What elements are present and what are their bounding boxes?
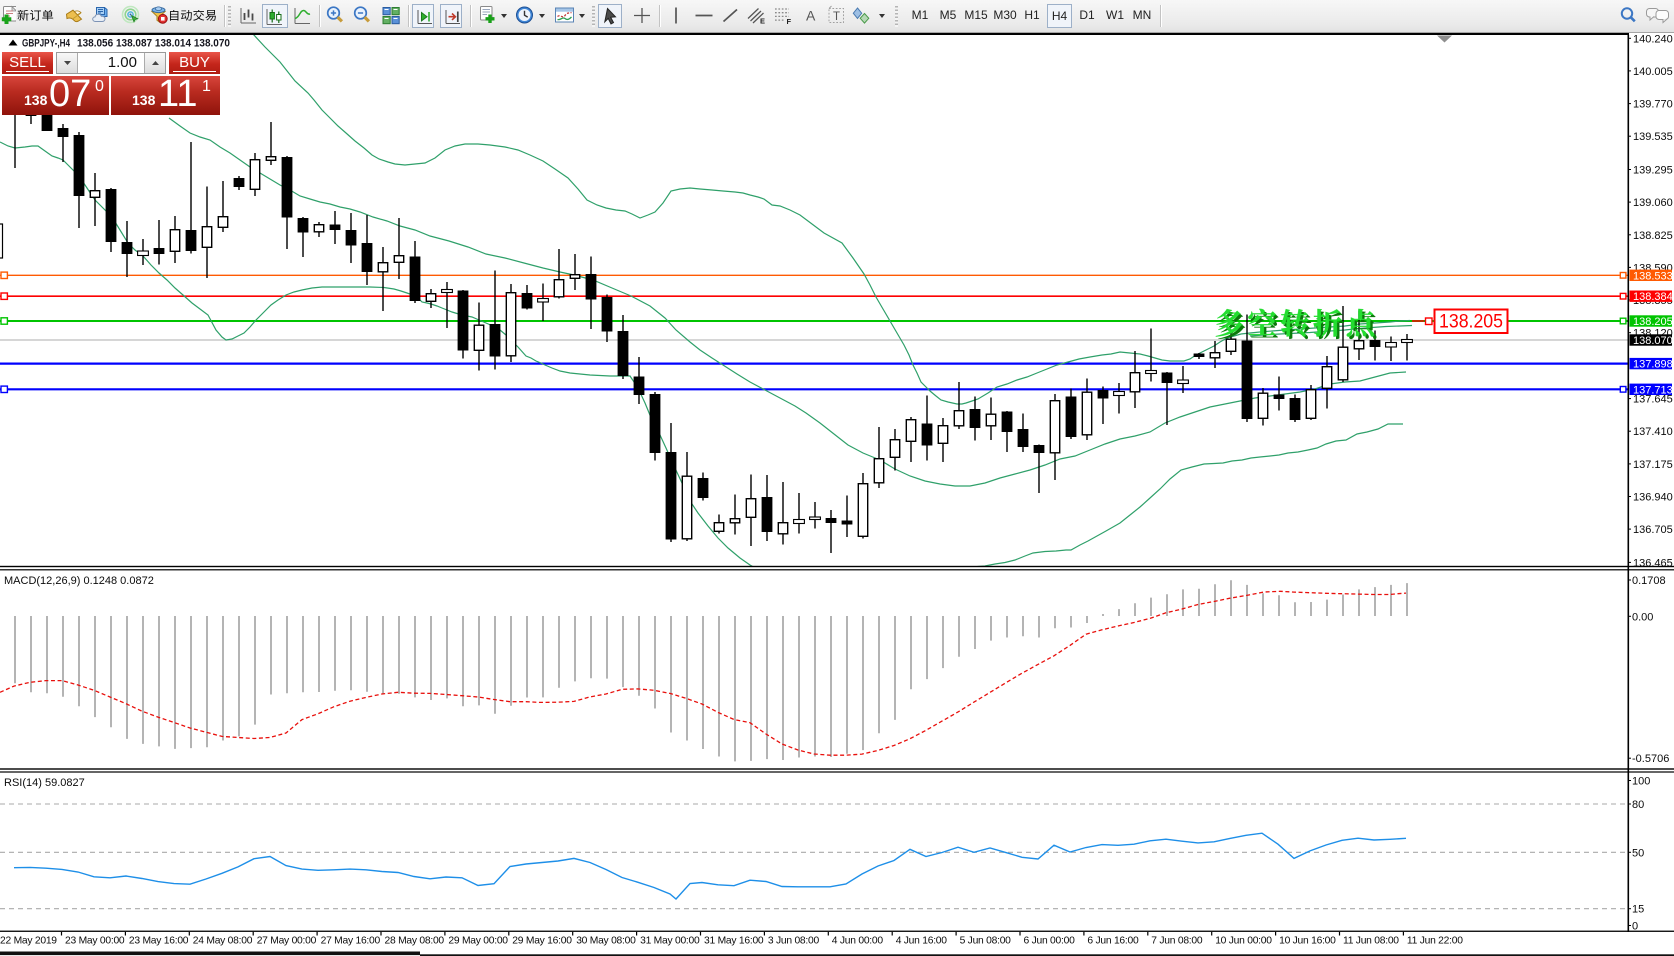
svg-text:11 Jun 08:00: 11 Jun 08:00	[1343, 936, 1399, 947]
svg-text:140.240: 140.240	[1633, 35, 1673, 45]
svg-text:MACD(12,26,9) 0.1248 0.0872: MACD(12,26,9) 0.1248 0.0872	[4, 575, 154, 587]
svg-text:A: A	[806, 8, 816, 24]
svg-text:137.713: 137.713	[1633, 384, 1673, 396]
svg-text:27 May 16:00: 27 May 16:00	[321, 936, 381, 947]
svg-text:138.205: 138.205	[1439, 311, 1503, 333]
svg-text:24 May 08:00: 24 May 08:00	[193, 936, 253, 947]
svg-text:11 Jun 22:00: 11 Jun 22:00	[1407, 936, 1463, 947]
svg-text:0.00: 0.00	[1632, 611, 1653, 623]
svg-text:E: E	[760, 17, 765, 26]
svg-text:136.465: 136.465	[1633, 557, 1673, 569]
svg-text:30 May 08:00: 30 May 08:00	[576, 936, 636, 947]
svg-text:22 May 2019: 22 May 2019	[0, 936, 57, 947]
svg-text:RSI(14) 59.0827: RSI(14) 59.0827	[4, 777, 85, 789]
svg-text:31 May 00:00: 31 May 00:00	[640, 936, 700, 947]
svg-text:138.384: 138.384	[1633, 291, 1673, 303]
svg-text:137.645: 137.645	[1633, 394, 1673, 406]
svg-text:138.825: 138.825	[1633, 230, 1673, 242]
svg-text:50: 50	[1632, 847, 1644, 859]
svg-text:140.005: 140.005	[1633, 66, 1673, 78]
svg-text:3 Jun 08:00: 3 Jun 08:00	[768, 936, 820, 947]
svg-text:-0.5706: -0.5706	[1632, 753, 1669, 765]
svg-text:137.898: 137.898	[1633, 359, 1673, 371]
svg-text:10 Jun 16:00: 10 Jun 16:00	[1279, 936, 1336, 947]
svg-text:136.705: 136.705	[1633, 524, 1673, 536]
svg-text:23 May 00:00: 23 May 00:00	[65, 936, 125, 947]
svg-text:138.056 138.087 138.014 138.07: 138.056 138.087 138.014 138.070	[77, 38, 230, 50]
svg-text:28 May 08:00: 28 May 08:00	[385, 936, 445, 947]
svg-text:15: 15	[1632, 904, 1644, 916]
svg-text:T: T	[833, 11, 840, 23]
svg-text:F: F	[787, 17, 792, 26]
svg-text:29 May 16:00: 29 May 16:00	[512, 936, 572, 947]
svg-text:7 Jun 08:00: 7 Jun 08:00	[1151, 936, 1203, 947]
svg-text:GBPJPY-,H4: GBPJPY-,H4	[22, 38, 71, 50]
svg-text:6 Jun 16:00: 6 Jun 16:00	[1087, 936, 1139, 947]
svg-text:139.770: 139.770	[1633, 99, 1673, 111]
svg-text:100: 100	[1632, 776, 1650, 788]
svg-text:80: 80	[1632, 799, 1644, 811]
svg-text:5 Jun 08:00: 5 Jun 08:00	[960, 936, 1012, 947]
svg-text:0: 0	[1632, 921, 1638, 933]
svg-text:6 Jun 00:00: 6 Jun 00:00	[1024, 936, 1076, 947]
svg-text:138.070: 138.070	[1633, 335, 1673, 347]
svg-text:4 Jun 16:00: 4 Jun 16:00	[896, 936, 948, 947]
svg-text:138.205: 138.205	[1633, 316, 1673, 328]
svg-text:138.533: 138.533	[1633, 270, 1673, 282]
svg-text:139.535: 139.535	[1633, 131, 1673, 143]
svg-text:139.060: 139.060	[1633, 197, 1673, 209]
svg-text:27 May 00:00: 27 May 00:00	[257, 936, 317, 947]
svg-text:29 May 00:00: 29 May 00:00	[448, 936, 508, 947]
svg-text:10 Jun 00:00: 10 Jun 00:00	[1215, 936, 1272, 947]
svg-text:137.410: 137.410	[1633, 426, 1673, 438]
svg-text:137.175: 137.175	[1633, 459, 1673, 471]
svg-text:139.295: 139.295	[1633, 165, 1673, 177]
svg-text:4 Jun 00:00: 4 Jun 00:00	[832, 936, 884, 947]
svg-text:0.1708: 0.1708	[1632, 575, 1666, 587]
svg-text:31 May 16:00: 31 May 16:00	[704, 936, 764, 947]
svg-text:136.940: 136.940	[1633, 492, 1673, 504]
svg-text:23 May 16:00: 23 May 16:00	[129, 936, 189, 947]
